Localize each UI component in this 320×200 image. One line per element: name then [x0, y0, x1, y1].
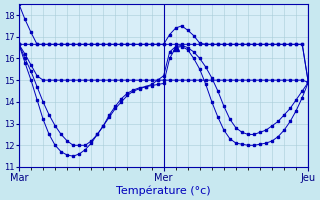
X-axis label: Température (°c): Température (°c)	[116, 185, 211, 196]
